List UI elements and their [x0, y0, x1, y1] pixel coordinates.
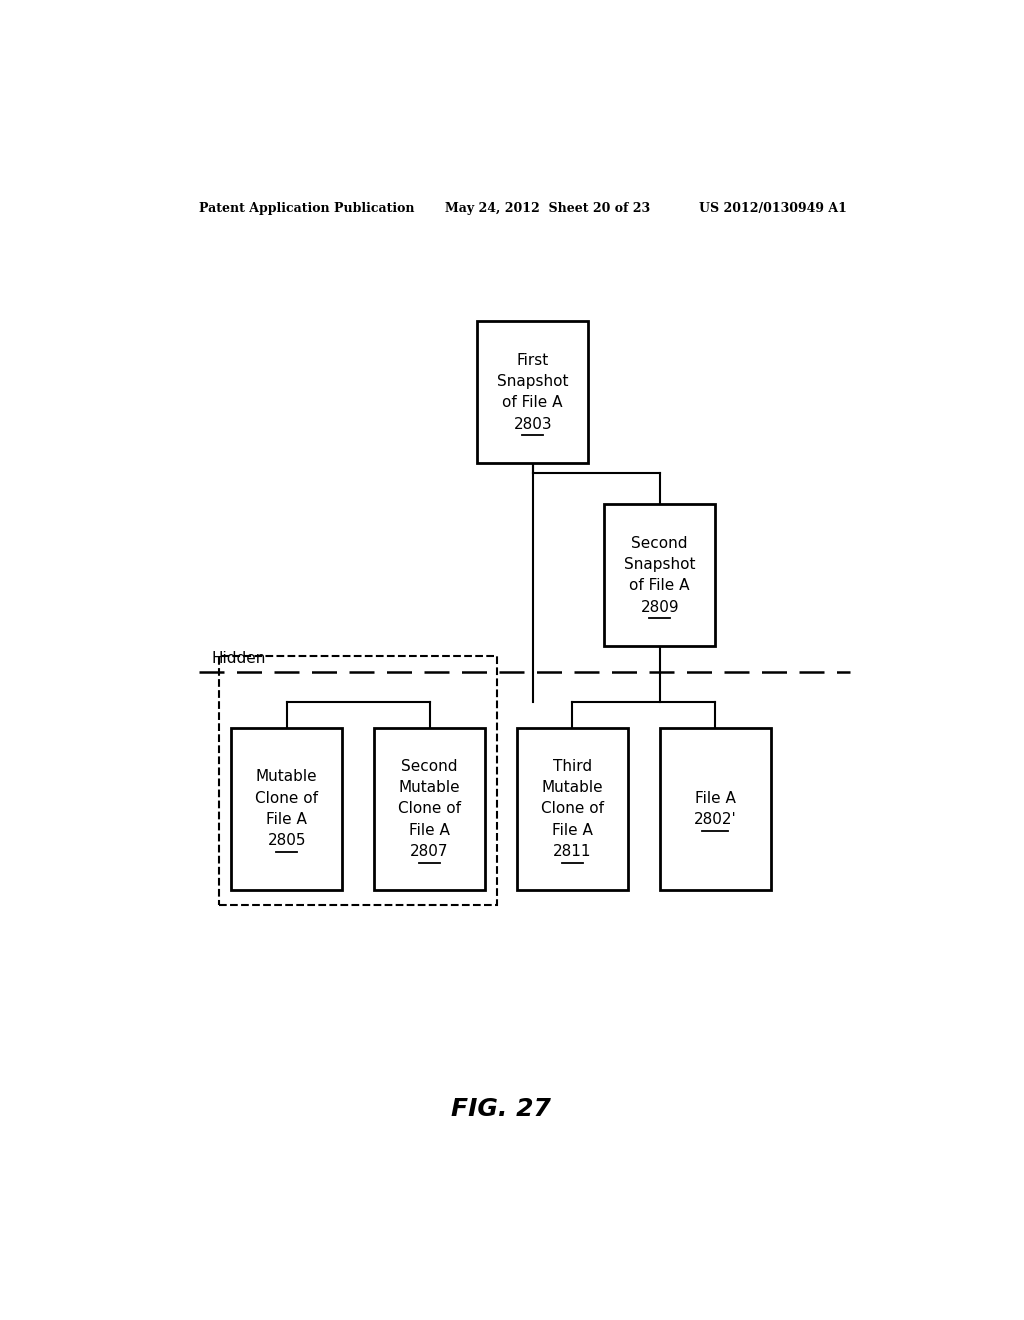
- FancyBboxPatch shape: [231, 727, 342, 890]
- Text: First: First: [517, 352, 549, 368]
- Text: FIG. 27: FIG. 27: [451, 1097, 551, 1121]
- FancyBboxPatch shape: [477, 321, 588, 463]
- FancyBboxPatch shape: [517, 727, 628, 890]
- FancyBboxPatch shape: [659, 727, 771, 890]
- Text: Mutable: Mutable: [256, 770, 317, 784]
- Text: of File A: of File A: [630, 578, 690, 593]
- Text: Mutable: Mutable: [542, 780, 603, 795]
- Text: 2803: 2803: [513, 417, 552, 432]
- Text: May 24, 2012  Sheet 20 of 23: May 24, 2012 Sheet 20 of 23: [445, 202, 650, 215]
- Text: Snapshot: Snapshot: [497, 374, 568, 389]
- Text: Clone of: Clone of: [255, 791, 318, 805]
- Text: US 2012/0130949 A1: US 2012/0130949 A1: [699, 202, 847, 215]
- Text: File A: File A: [410, 822, 450, 838]
- Text: 2807: 2807: [411, 843, 449, 859]
- Text: File A: File A: [695, 791, 735, 805]
- Text: 2811: 2811: [553, 843, 592, 859]
- Text: 2809: 2809: [640, 599, 679, 615]
- Text: Clone of: Clone of: [398, 801, 461, 816]
- Text: Clone of: Clone of: [541, 801, 604, 816]
- FancyBboxPatch shape: [374, 727, 485, 890]
- Text: Patent Application Publication: Patent Application Publication: [200, 202, 415, 215]
- Text: Second: Second: [401, 759, 458, 774]
- Text: Second: Second: [632, 536, 688, 550]
- Text: Snapshot: Snapshot: [624, 557, 695, 572]
- Text: Third: Third: [553, 759, 592, 774]
- Text: Mutable: Mutable: [398, 780, 461, 795]
- Text: Hidden: Hidden: [211, 651, 265, 667]
- Text: 2805: 2805: [267, 833, 306, 849]
- Text: of File A: of File A: [503, 396, 563, 411]
- FancyBboxPatch shape: [604, 504, 715, 647]
- Text: File A: File A: [266, 812, 307, 828]
- Text: File A: File A: [552, 822, 593, 838]
- Text: 2802': 2802': [694, 812, 736, 828]
